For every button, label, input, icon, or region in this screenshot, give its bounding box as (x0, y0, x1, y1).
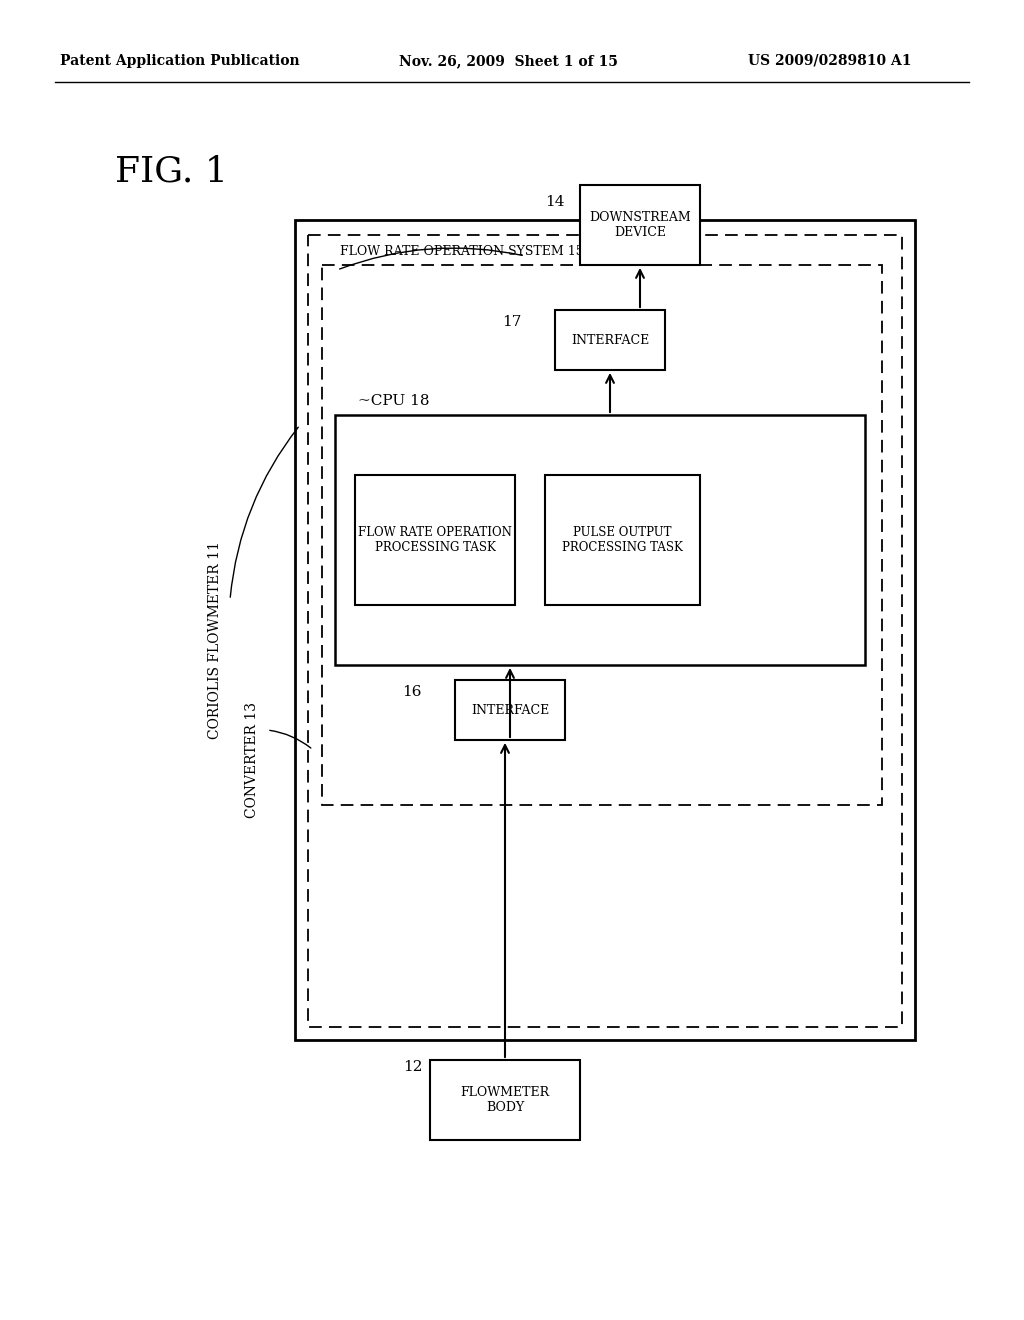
Text: 12: 12 (403, 1060, 423, 1074)
Text: FIG. 1: FIG. 1 (115, 154, 228, 189)
Text: Patent Application Publication: Patent Application Publication (60, 54, 300, 69)
Text: Nov. 26, 2009  Sheet 1 of 15: Nov. 26, 2009 Sheet 1 of 15 (399, 54, 618, 69)
Bar (545, 475, 700, 605)
Text: 14: 14 (546, 195, 565, 209)
Text: 17: 17 (503, 315, 522, 329)
Bar (335, 414, 865, 665)
Text: FLOW RATE OPERATION SYSTEM 15: FLOW RATE OPERATION SYSTEM 15 (340, 246, 584, 257)
Text: US 2009/0289810 A1: US 2009/0289810 A1 (748, 54, 911, 69)
Text: PULSE OUTPUT
PROCESSING TASK: PULSE OUTPUT PROCESSING TASK (562, 525, 683, 554)
Bar (308, 235, 902, 1027)
Text: 16: 16 (402, 685, 422, 700)
Bar (455, 680, 565, 741)
Text: CORIOLIS FLOWMETER 11: CORIOLIS FLOWMETER 11 (208, 541, 222, 739)
Bar (580, 185, 700, 265)
Bar (355, 475, 515, 605)
Bar (555, 310, 665, 370)
Text: INTERFACE: INTERFACE (471, 704, 549, 717)
Text: 19: 19 (333, 477, 352, 491)
Bar (322, 265, 882, 805)
Text: 20: 20 (522, 477, 542, 491)
Text: FLOWMETER
BODY: FLOWMETER BODY (461, 1086, 550, 1114)
Bar (295, 220, 915, 1040)
Text: CONVERTER 13: CONVERTER 13 (245, 702, 259, 818)
Text: INTERFACE: INTERFACE (570, 334, 649, 346)
Text: ~CPU 18: ~CPU 18 (358, 393, 429, 408)
Text: FLOW RATE OPERATION
PROCESSING TASK: FLOW RATE OPERATION PROCESSING TASK (358, 525, 512, 554)
Text: DOWNSTREAM
DEVICE: DOWNSTREAM DEVICE (589, 211, 691, 239)
Bar (430, 1060, 580, 1140)
